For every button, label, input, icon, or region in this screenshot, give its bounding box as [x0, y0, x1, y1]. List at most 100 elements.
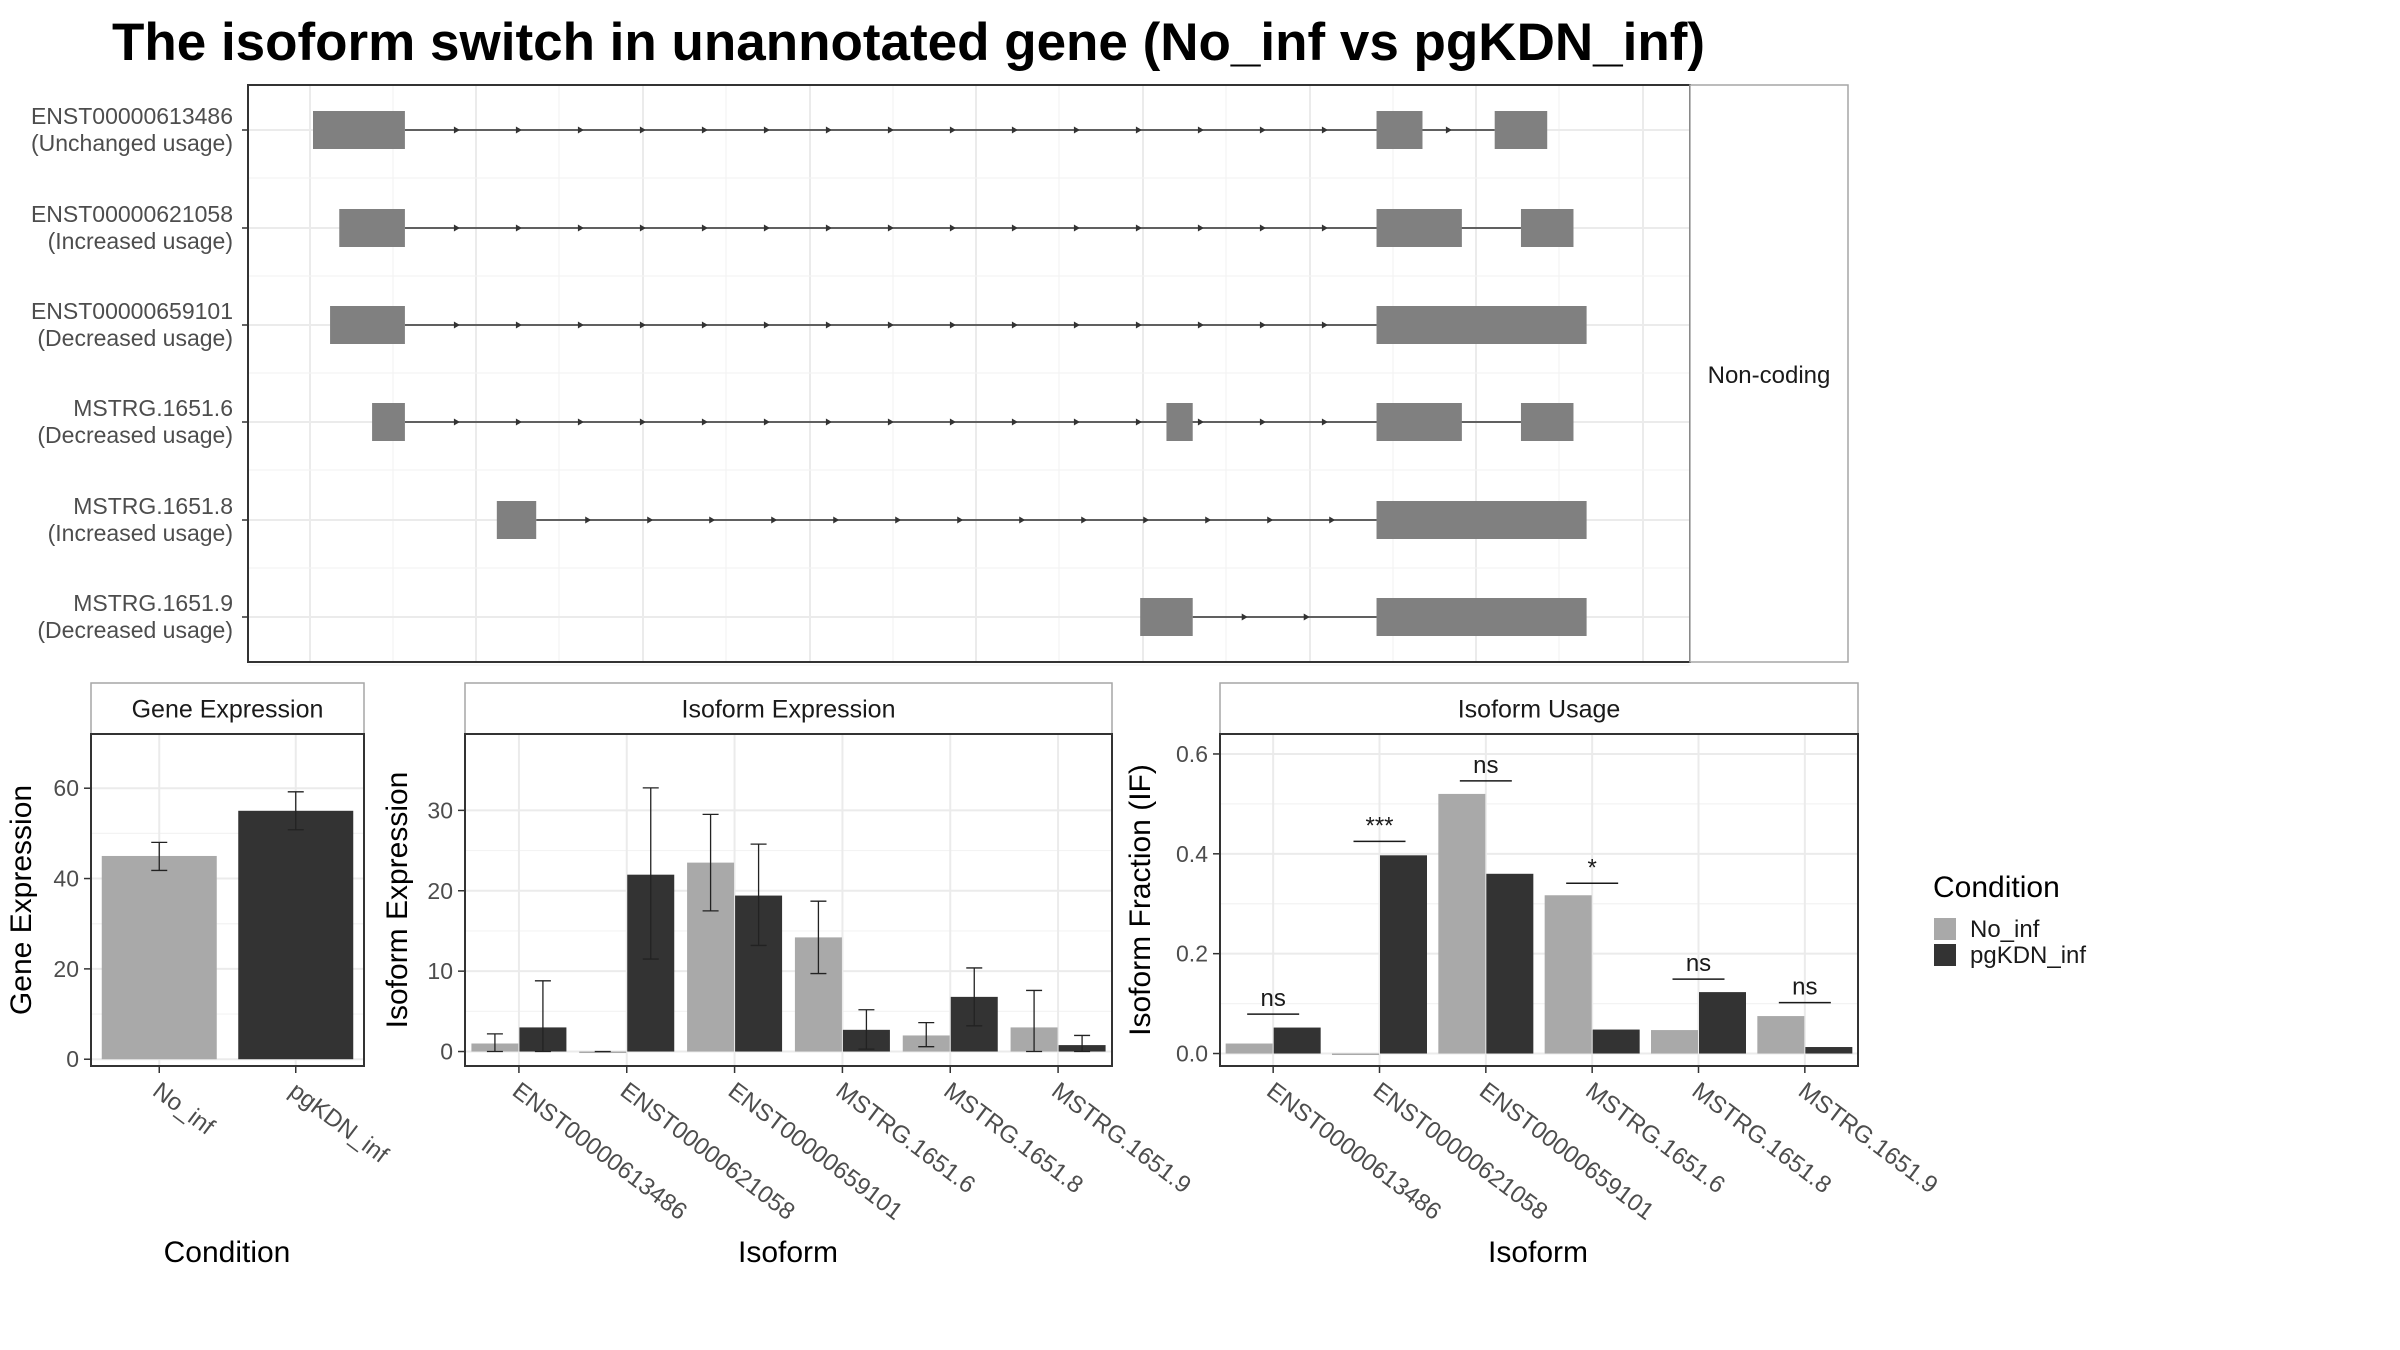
x-tick-label: ENST00000613486 [1262, 1077, 1447, 1225]
intron-arrow [887, 321, 894, 329]
isoform-usage-label: (Decreased usage) [37, 325, 233, 351]
intron-arrow [949, 321, 956, 329]
intron-arrow [453, 224, 460, 232]
exon-block [1376, 306, 1587, 344]
intron-arrow [1197, 224, 1204, 232]
significance-label: * [1587, 854, 1596, 881]
isoform-usage-label: (Decreased usage) [37, 422, 233, 448]
plot-frame [1219, 733, 1859, 1067]
exon-block [330, 306, 405, 344]
facet-strip [464, 682, 1113, 735]
exon-block [496, 501, 537, 539]
y-tick-label: 0.4 [1176, 841, 1208, 867]
intron-arrow [515, 224, 522, 232]
intron-arrow [453, 126, 460, 134]
intron-arrow [1081, 516, 1088, 524]
exon-block [1376, 111, 1423, 149]
y-tick-label: 0 [440, 1039, 453, 1065]
intron-arrow [639, 126, 646, 134]
intron-arrow [701, 126, 708, 134]
intron-arrow [515, 418, 522, 426]
intron-arrow [453, 321, 460, 329]
intron-arrow [1073, 418, 1080, 426]
intron-arrow [887, 126, 894, 134]
exon-block [372, 403, 405, 441]
significance-label: ns [1686, 950, 1711, 977]
bar [238, 810, 354, 1060]
bar [1486, 873, 1534, 1054]
legend-title: Condition [1933, 871, 2060, 904]
x-axis-title: Isoform [738, 1236, 838, 1269]
intron-arrow [1011, 224, 1018, 232]
y-tick-label: 20 [427, 878, 453, 904]
intron-arrow [1267, 516, 1274, 524]
intron-arrow [763, 418, 770, 426]
isoform-name-label: MSTRG.1651.8 [73, 493, 233, 519]
exon-block [1520, 403, 1574, 441]
intron-arrow [1329, 516, 1336, 524]
bar [1438, 793, 1486, 1054]
exon-block [1376, 209, 1462, 247]
facet-strip [90, 682, 365, 735]
intron-arrow [1197, 418, 1204, 426]
significance-label: *** [1365, 812, 1393, 839]
y-tick-label: 0 [66, 1046, 79, 1072]
bar [1805, 1047, 1853, 1054]
plot-background [1220, 734, 1858, 1066]
intron-arrow [1073, 321, 1080, 329]
figure-title: The isoform switch in unannotated gene (… [112, 13, 1705, 72]
isoform-expression-panel: Isoform Expression 0 10 20 30 ENST00000613486… [381, 682, 1196, 1269]
x-tick-label: pgKDN_inf [284, 1077, 393, 1169]
intron-arrow [1197, 321, 1204, 329]
intron-arrow [825, 224, 832, 232]
isoform-usage-label: (Increased usage) [48, 228, 233, 254]
intron-arrow [515, 321, 522, 329]
x-tick-label: ENST00000659101 [723, 1077, 908, 1225]
intron-arrow [647, 516, 654, 524]
intron-arrow [1205, 516, 1212, 524]
intron-arrow [825, 418, 832, 426]
intron-arrow [1259, 418, 1266, 426]
y-axis-title: Isoform Fraction (IF) [1124, 764, 1157, 1036]
intron-arrow [887, 418, 894, 426]
exon-block [339, 209, 405, 247]
intron-arrow [577, 418, 584, 426]
bar [1225, 1043, 1273, 1054]
intron-arrow [1259, 126, 1266, 134]
bar [1699, 992, 1746, 1054]
isoform-name-label: ENST00000613486 [31, 103, 233, 129]
intron-arrow [957, 516, 964, 524]
intron-arrow [887, 224, 894, 232]
intron-arrow [763, 126, 770, 134]
bar [1757, 1016, 1805, 1054]
intron-arrow [1135, 126, 1142, 134]
isoform-structure-panel: ENST00000613486(Unchanged usage) ENST0000… [31, 84, 1849, 666]
legend-swatch [1934, 918, 1956, 940]
facet-label: Gene Expression [132, 696, 324, 724]
intron-arrow [701, 224, 708, 232]
isoform-usage-label: (Decreased usage) [37, 617, 233, 643]
intron-arrow [639, 418, 646, 426]
intron-arrow [577, 321, 584, 329]
exon-block [1520, 209, 1574, 247]
intron-arrow [1073, 224, 1080, 232]
intron-arrow [895, 516, 902, 524]
y-tick-label: 30 [427, 797, 453, 823]
y-tick-label: 0.2 [1176, 941, 1208, 967]
exon-block [1376, 598, 1587, 636]
exon-block [1376, 403, 1462, 441]
intron-arrow [1135, 224, 1142, 232]
facet-strip [1689, 84, 1849, 663]
intron-arrow [577, 126, 584, 134]
y-axis-title: Gene Expression [5, 785, 38, 1015]
significance-label: ns [1473, 752, 1498, 779]
plot-frame [464, 733, 1113, 1067]
y-tick-label: 40 [53, 866, 79, 892]
intron-arrow [1019, 516, 1026, 524]
isoform-name-label: MSTRG.1651.6 [73, 395, 233, 421]
intron-arrow [1259, 321, 1266, 329]
intron-arrow [515, 126, 522, 134]
bar [1544, 895, 1592, 1054]
isoform-name-label: ENST00000621058 [31, 201, 233, 227]
